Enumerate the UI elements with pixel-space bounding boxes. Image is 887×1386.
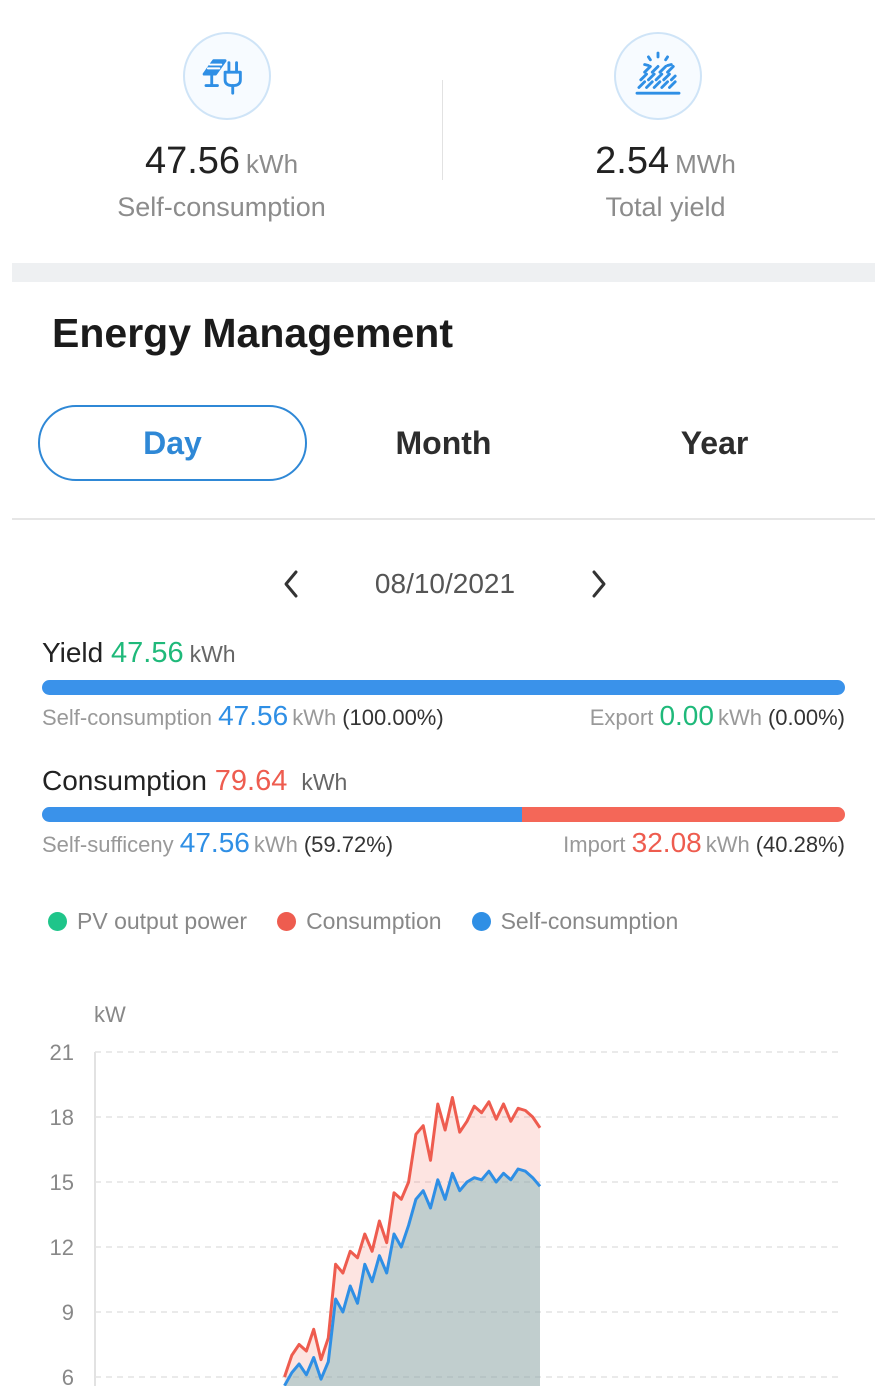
y-tick-label: 12 [50, 1235, 74, 1260]
total-yield-label: Total yield [605, 192, 726, 222]
yield-bar [42, 680, 845, 695]
legend-label-self-consumption: Self-consumption [500, 907, 679, 934]
consumption-bar [42, 807, 845, 822]
yield-self-consumption-value: 47.56 [218, 700, 289, 731]
y-tick-label: 9 [62, 1300, 74, 1325]
y-tick-label: 6 [62, 1365, 74, 1386]
self-consumption-stat[interactable]: 47.56 kWh Self-consumption [0, 0, 443, 262]
section-separator [12, 263, 875, 282]
yield-self-consumption-unit: kWh [292, 705, 337, 730]
yield-export-pct: (0.00%) [767, 705, 845, 730]
self-consumption-label: Self-consumption [117, 192, 326, 222]
yield-export-unit: kWh [717, 705, 762, 730]
yield-value: 47.56 [111, 637, 184, 669]
self-consumption-unit: kWh [246, 149, 299, 179]
tab-year[interactable]: Year [680, 424, 749, 461]
import-value: 32.08 [631, 827, 702, 858]
legend-consumption[interactable]: Consumption [277, 908, 442, 935]
legend-dot-pv-output [48, 911, 67, 931]
total-yield-unit: MWh [675, 149, 736, 179]
legend-dot-consumption [277, 911, 297, 931]
yield-self-consumption-label: Self-consumption [42, 705, 212, 730]
legend-pv-output[interactable]: PV output power [48, 908, 247, 935]
y-tick-label: 18 [50, 1105, 74, 1130]
yield-export-label: Export [589, 705, 654, 730]
legend-dot-self-consumption [471, 911, 491, 931]
y-axis-unit: kW [94, 1002, 126, 1027]
power-chart[interactable]: kW 21 18 15 12 9 6 [0, 990, 887, 1386]
total-yield-value: 2.54 MWh [444, 140, 887, 183]
self-consumption-number: 47.56 [144, 140, 241, 182]
stats-header: 47.56 kWh Self-consumption 2.54 MWh Total … [0, 0, 887, 262]
yield-self-consumption: Self-consumption 47.56 kWh (100.00%) [42, 700, 444, 732]
solar-panel-sun-icon [614, 32, 702, 120]
yield-export-value: 0.00 [659, 700, 714, 731]
consumption-bar-import [521, 807, 845, 822]
series-area-consumption [284, 1097, 540, 1386]
section-title: Energy Management [52, 310, 453, 356]
y-tick-label: 21 [50, 1040, 74, 1065]
chevron-right-icon[interactable] [578, 560, 618, 608]
import-unit: kWh [705, 832, 750, 857]
consumption-value: 79.64 [214, 765, 288, 797]
import-pct: (40.28%) [755, 832, 845, 857]
yield-bar-self-consumption [42, 680, 845, 695]
yield-self-consumption-pct: (100.00%) [342, 705, 444, 730]
self-sufficiency-label: Self-sufficeny [42, 832, 174, 857]
import-label: Import [563, 832, 626, 857]
chart-legend: PV output power Consumption Self-consump… [48, 904, 708, 938]
yield-unit: kWh [189, 641, 236, 667]
period-tabs: Day Month Year [0, 405, 887, 483]
consumption-summary: Consumption 79.64 kWh [42, 765, 347, 798]
yield-export: Export 0.00 kWh (0.00%) [590, 700, 845, 732]
legend-self-consumption[interactable]: Self-consumption [471, 907, 679, 935]
tab-month[interactable]: Month [395, 424, 492, 461]
self-sufficiency-pct: (59.72%) [303, 832, 394, 857]
series-line-self-consumption [283, 1167, 542, 1386]
solar-panel-plug-icon [183, 32, 271, 120]
self-sufficiency-unit: kWh [253, 832, 298, 857]
series-line-consumption [283, 1096, 542, 1378]
yield-summary: Yield 47.56 kWh [42, 637, 236, 670]
chevron-left-icon[interactable] [272, 560, 312, 608]
tab-day[interactable]: Day [38, 405, 307, 481]
self-sufficiency: Self-sufficeny 47.56 kWh (59.72%) [42, 827, 393, 859]
total-yield-stat[interactable]: 2.54 MWh Total yield [444, 0, 887, 262]
self-sufficiency-value: 47.56 [179, 827, 250, 858]
series-area-self-consumption [284, 1169, 540, 1386]
current-date[interactable]: 08/10/2021 [374, 568, 516, 599]
yield-label: Yield [42, 637, 104, 668]
stats-divider [442, 80, 443, 180]
consumption-label: Consumption [42, 765, 207, 796]
date-navigator: 08/10/2021 [0, 560, 887, 610]
self-consumption-value: 47.56 kWh [0, 140, 443, 183]
legend-label-consumption: Consumption [306, 907, 442, 934]
consumption-unit: kWh [301, 769, 348, 795]
import: Import 32.08 kWh (40.28%) [563, 827, 845, 859]
tabs-divider [12, 518, 875, 520]
power-chart-svg: kW 21 18 15 12 9 6 [50, 1002, 840, 1386]
consumption-bar-self-sufficiency [42, 807, 522, 822]
y-tick-label: 15 [50, 1170, 74, 1195]
legend-label-pv-output: PV output power [77, 907, 248, 934]
total-yield-number: 2.54 [595, 140, 670, 182]
